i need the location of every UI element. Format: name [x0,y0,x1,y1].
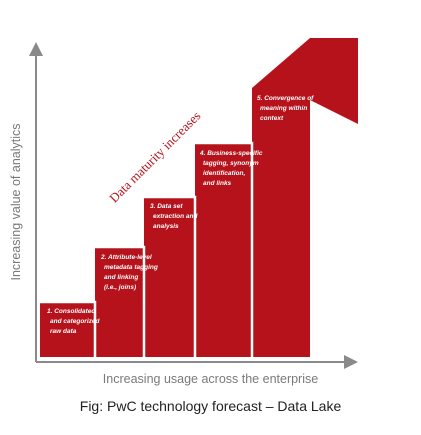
maturity-arrow [40,38,358,357]
step-5-text: 5. Convergence of meaning within context [257,95,315,122]
step-separators [40,141,254,357]
figure-caption: Fig: PwC technology forecast – Data Lake [79,398,342,414]
step-3-separator [144,195,197,357]
y-axis-label: Increasing value of analytics [9,123,23,280]
step-4-text: 4. Business-specific tagging, synonym id… [199,150,264,187]
step-3-text: 3. Data set extraction and analysis [150,203,199,230]
step-2-text: 2. Attribute-level metadata tagging and … [100,254,160,291]
data-maturity-label: Data maturity increases [106,108,203,205]
step-4-separator [195,141,254,357]
y-axis-arrowhead [29,42,43,56]
step-1-text: 1. Consolidated and categorized raw data [47,308,101,335]
step-2-separator [95,245,146,357]
x-axis-label: Increasing usage across the enterprise [102,372,319,386]
step-1-separator [40,300,97,357]
x-axis-arrowhead [344,355,358,369]
